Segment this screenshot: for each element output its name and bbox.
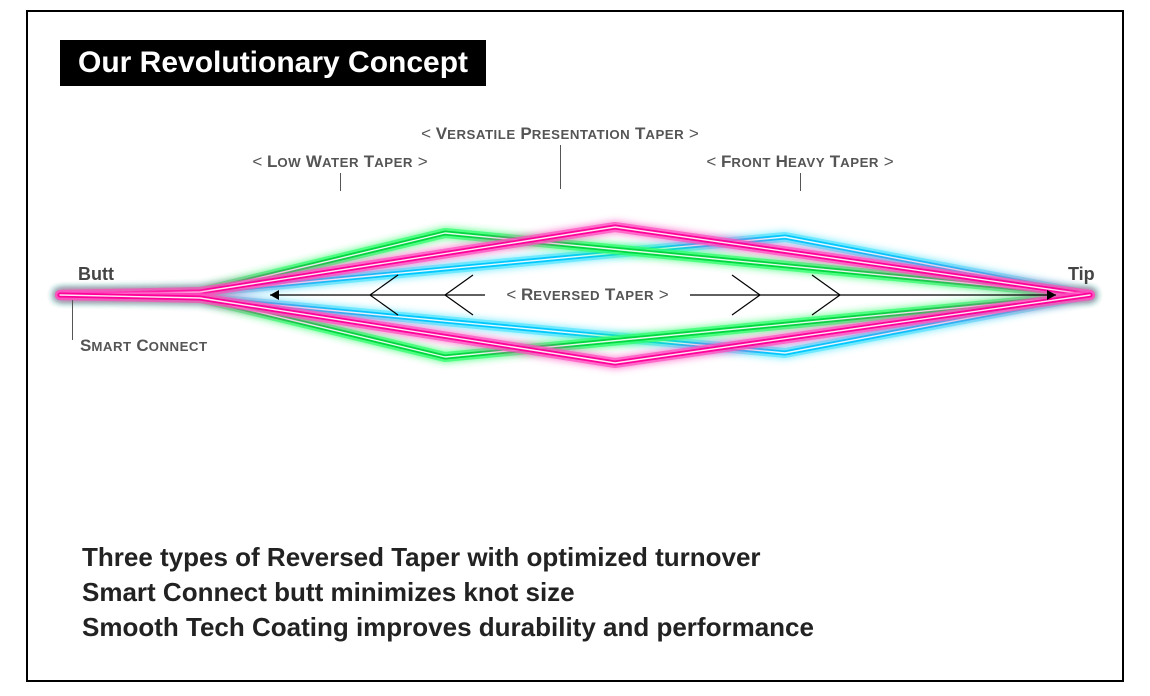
label-low-water-taper: < LOW WATER TAPER >	[252, 152, 427, 172]
butt-label: Butt	[78, 264, 114, 285]
label-versatile-presentation-taper: < VERSATILE PRESENTATION TAPER >	[421, 124, 699, 144]
body-line-2: Smart Connect butt minimizes knot size	[82, 575, 814, 610]
tip-label: Tip	[1068, 264, 1095, 285]
tick-front-heavy-taper	[800, 173, 801, 191]
tick-versatile-presentation-taper	[560, 145, 561, 189]
title-text: Our Revolutionary Concept	[78, 46, 468, 79]
body-text: Three types of Reversed Taper with optim…	[82, 540, 814, 645]
title-banner: Our Revolutionary Concept	[60, 40, 486, 86]
label-front-heavy-taper: < FRONT HEAVY TAPER >	[706, 152, 893, 172]
smart-connect-label: SMART CONNECT	[80, 336, 208, 356]
reversed-taper-label: < REVERSED TAPER >	[506, 285, 668, 305]
body-line-1: Three types of Reversed Taper with optim…	[82, 540, 814, 575]
tick-low-water-taper	[340, 173, 341, 191]
smart-connect-tick	[72, 300, 73, 340]
body-line-3: Smooth Tech Coating improves durability …	[82, 610, 814, 645]
page: Our Revolutionary Concept < LOW WATER TA…	[0, 0, 1150, 696]
